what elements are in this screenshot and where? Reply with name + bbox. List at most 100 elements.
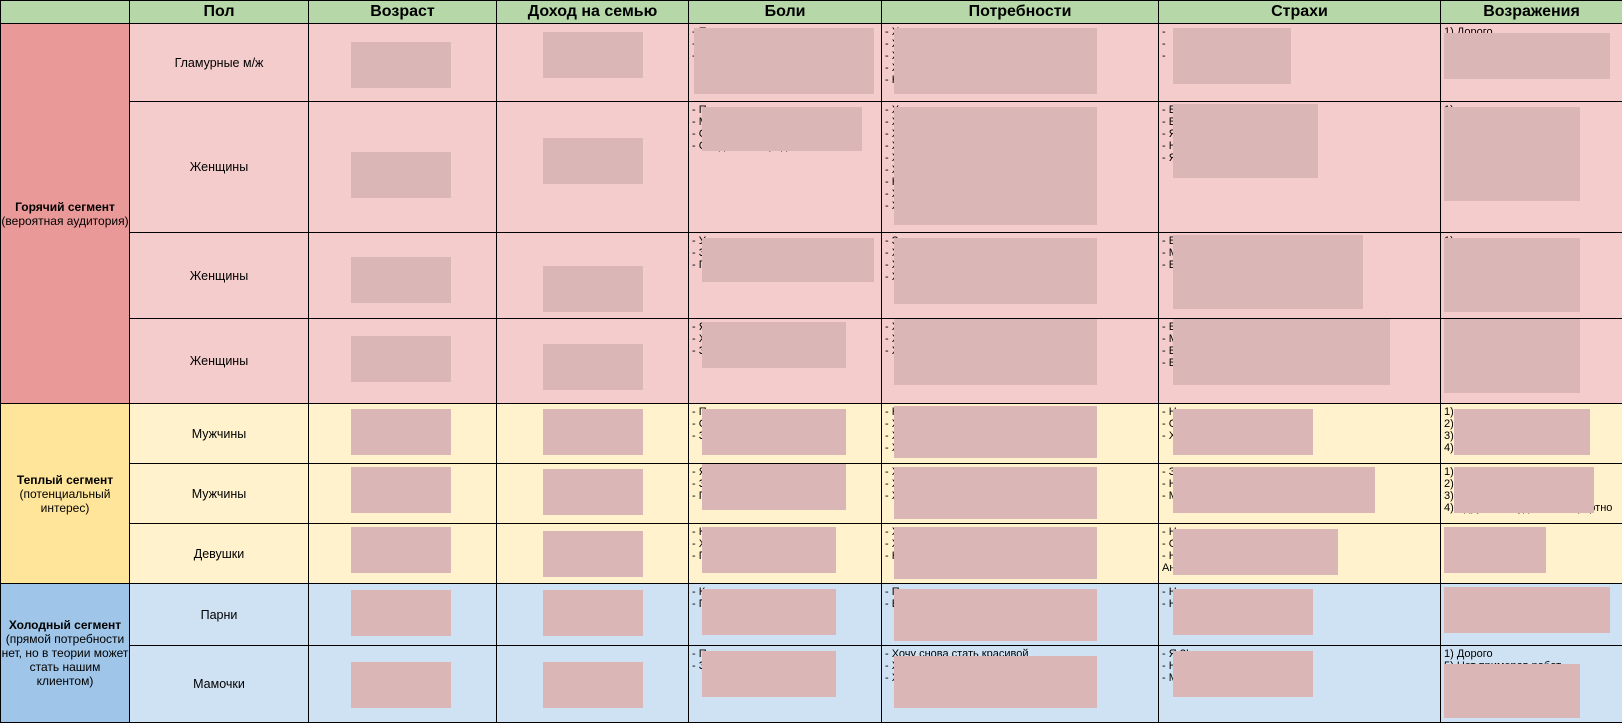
- pains-cell[interactable]: - П- З: [688, 645, 882, 723]
- needs-cell[interactable]: - З- Х- Х- Х: [881, 232, 1159, 319]
- objections-cell[interactable]: 1)2)3)4) Вдруг мне будет некомфортно: [1440, 463, 1622, 524]
- pains-cell[interactable]: - К- П: [688, 583, 882, 646]
- needs-cell[interactable]: - Х- Х в будущем- Х- Х- Х- Х- Н- Х- Х ): [881, 101, 1159, 233]
- header-pains[interactable]: Боли: [688, 0, 882, 24]
- gender-cell[interactable]: Мужчины: [129, 463, 309, 524]
- needs-cell[interactable]: - Н- Х- Х- Х: [881, 403, 1159, 464]
- fears-cell[interactable]: - - -: [1158, 23, 1441, 102]
- objections-cell[interactable]: 1): [1440, 232, 1622, 319]
- pains-cell[interactable]: - П- М ия- С- Спадоывать градми: [688, 101, 882, 233]
- fears-cell[interactable]: - Е- Е- Я у- Н т- Я: [1158, 101, 1441, 233]
- fears-cell[interactable]: - Н- Н жей: [1158, 583, 1441, 646]
- income-cell[interactable]: [496, 318, 689, 404]
- pains-cell[interactable]: - П- -: [688, 23, 882, 102]
- gender-cell[interactable]: Женщины: [129, 101, 309, 233]
- fears-cell-line: -: [1162, 26, 1166, 38]
- age-cell[interactable]: [308, 318, 497, 404]
- needs-cell[interactable]: - Х- Х- Х ): [881, 463, 1159, 524]
- age-cell[interactable]: [308, 101, 497, 233]
- redaction-box: [1454, 467, 1594, 513]
- objections-cell[interactable]: 1) Дорого: [1440, 23, 1622, 102]
- pains-cell-line: - Г: [692, 259, 705, 271]
- redaction-box: [1444, 238, 1580, 312]
- age-cell[interactable]: [308, 23, 497, 102]
- segment-cell[interactable]: Горячий сегмент (вероятная аудитория): [0, 23, 130, 404]
- gender-cell[interactable]: Девушки: [129, 523, 309, 584]
- pains-cell[interactable]: - Я- Х- З: [688, 318, 882, 404]
- objections-cell-line: 2): [1444, 418, 1454, 430]
- redaction-box: [351, 152, 451, 198]
- age-cell[interactable]: [308, 403, 497, 464]
- pains-cell[interactable]: - У я- З- Г: [688, 232, 882, 319]
- segment-cell[interactable]: Холодный сегмент (прямой потребности нет,…: [0, 583, 130, 723]
- age-cell[interactable]: [308, 232, 497, 319]
- fears-cell[interactable]: - Е- М- Е е тело: [1158, 232, 1441, 319]
- header-fears[interactable]: Страхи: [1158, 0, 1441, 24]
- age-cell[interactable]: [308, 523, 497, 584]
- objections-cell[interactable]: 1)2)3)4) Нет доверия к мастеру: [1440, 403, 1622, 464]
- fears-cell[interactable]: - Н- С- Н расивой какАн: [1158, 523, 1441, 584]
- income-cell[interactable]: [496, 101, 689, 233]
- objections-cell[interactable]: 1): [1440, 101, 1622, 233]
- needs-cell[interactable]: - Х- Х- Н: [881, 523, 1159, 584]
- income-cell[interactable]: [496, 23, 689, 102]
- income-cell[interactable]: [496, 645, 689, 723]
- gender-cell[interactable]: Женщины: [129, 232, 309, 319]
- redaction-box: [543, 531, 643, 577]
- objections-cell[interactable]: 1) Дорого5) Нет примеров работ: [1440, 645, 1622, 723]
- needs-cell[interactable]: - Хочу снова стать красивой- Х- Х ): [881, 645, 1159, 723]
- income-cell[interactable]: [496, 463, 689, 524]
- objections-cell[interactable]: [1440, 523, 1622, 584]
- fears-cell[interactable]: - Я ?!- Н "- М ше": [1158, 645, 1441, 723]
- redaction-box: [894, 28, 1097, 94]
- gender-cell[interactable]: Парни: [129, 583, 309, 646]
- redaction-box: [894, 589, 1097, 641]
- pains-cell-line: -: [692, 38, 878, 50]
- redaction-box: [702, 651, 836, 697]
- income-cell[interactable]: [496, 403, 689, 464]
- age-cell[interactable]: [308, 645, 497, 723]
- table-row: Женщины - Я- Х- З- Х- Х- Х- Е- М- Е о- Е5…: [1, 318, 1622, 404]
- table-row: Девушки - К- Х- П- Х- Х- Н- Н- С- Н расив…: [1, 523, 1622, 584]
- gender-cell[interactable]: Мамочки: [129, 645, 309, 723]
- redaction-box: [543, 409, 643, 455]
- redaction-box: [894, 238, 1097, 304]
- fears-cell-line: - Х: [1162, 430, 1177, 442]
- needs-cell[interactable]: - Х- Х- Х: [881, 318, 1159, 404]
- gender-cell[interactable]: Мужчины: [129, 403, 309, 464]
- sheet-bottom-edge: [0, 723, 1622, 725]
- segment-cell[interactable]: Теплый сегмент (потенциальный интерес): [0, 403, 130, 584]
- header-objections[interactable]: Возражения: [1440, 0, 1622, 24]
- age-cell[interactable]: [308, 583, 497, 646]
- header-age[interactable]: Возраст: [308, 0, 497, 24]
- fears-cell-line: - Е: [1162, 104, 1177, 116]
- gender-cell[interactable]: Гламурные м/ж: [129, 23, 309, 102]
- objections-cell-line: 2): [1444, 478, 1454, 490]
- age-cell[interactable]: [308, 463, 497, 524]
- header-income[interactable]: Доход на семью: [496, 0, 689, 24]
- redaction-box: [1444, 33, 1610, 79]
- header-gender[interactable]: Пол: [129, 0, 309, 24]
- redaction-box: [1173, 104, 1318, 178]
- pains-cell[interactable]: - К- Х- П: [688, 523, 882, 584]
- income-cell[interactable]: [496, 583, 689, 646]
- pains-cell[interactable]: - П- С- З: [688, 403, 882, 464]
- fears-cell[interactable]: - З да- Н- М: [1158, 463, 1441, 524]
- header-corner[interactable]: [0, 0, 130, 24]
- income-cell[interactable]: [496, 523, 689, 584]
- objections-cell[interactable]: 5) Нет примеров работ: [1440, 318, 1622, 404]
- redaction-box: [351, 590, 451, 636]
- fears-cell[interactable]: - Е- М- Е о- Е: [1158, 318, 1441, 404]
- objections-cell[interactable]: [1440, 583, 1622, 646]
- income-cell[interactable]: [496, 232, 689, 319]
- gender-cell[interactable]: Женщины: [129, 318, 309, 404]
- header-needs[interactable]: Потребности: [881, 0, 1159, 24]
- needs-cell[interactable]: - П- Е: [881, 583, 1159, 646]
- redaction-box: [1173, 319, 1390, 385]
- segment-title: Горячий сегмент: [15, 199, 115, 214]
- redaction-box: [543, 266, 643, 312]
- needs-cell[interactable]: - Х- Х- Х )- Х- Н: [881, 23, 1159, 102]
- fears-cell[interactable]: - Н- С- Х: [1158, 403, 1441, 464]
- pains-cell[interactable]: - Я- З- П: [688, 463, 882, 524]
